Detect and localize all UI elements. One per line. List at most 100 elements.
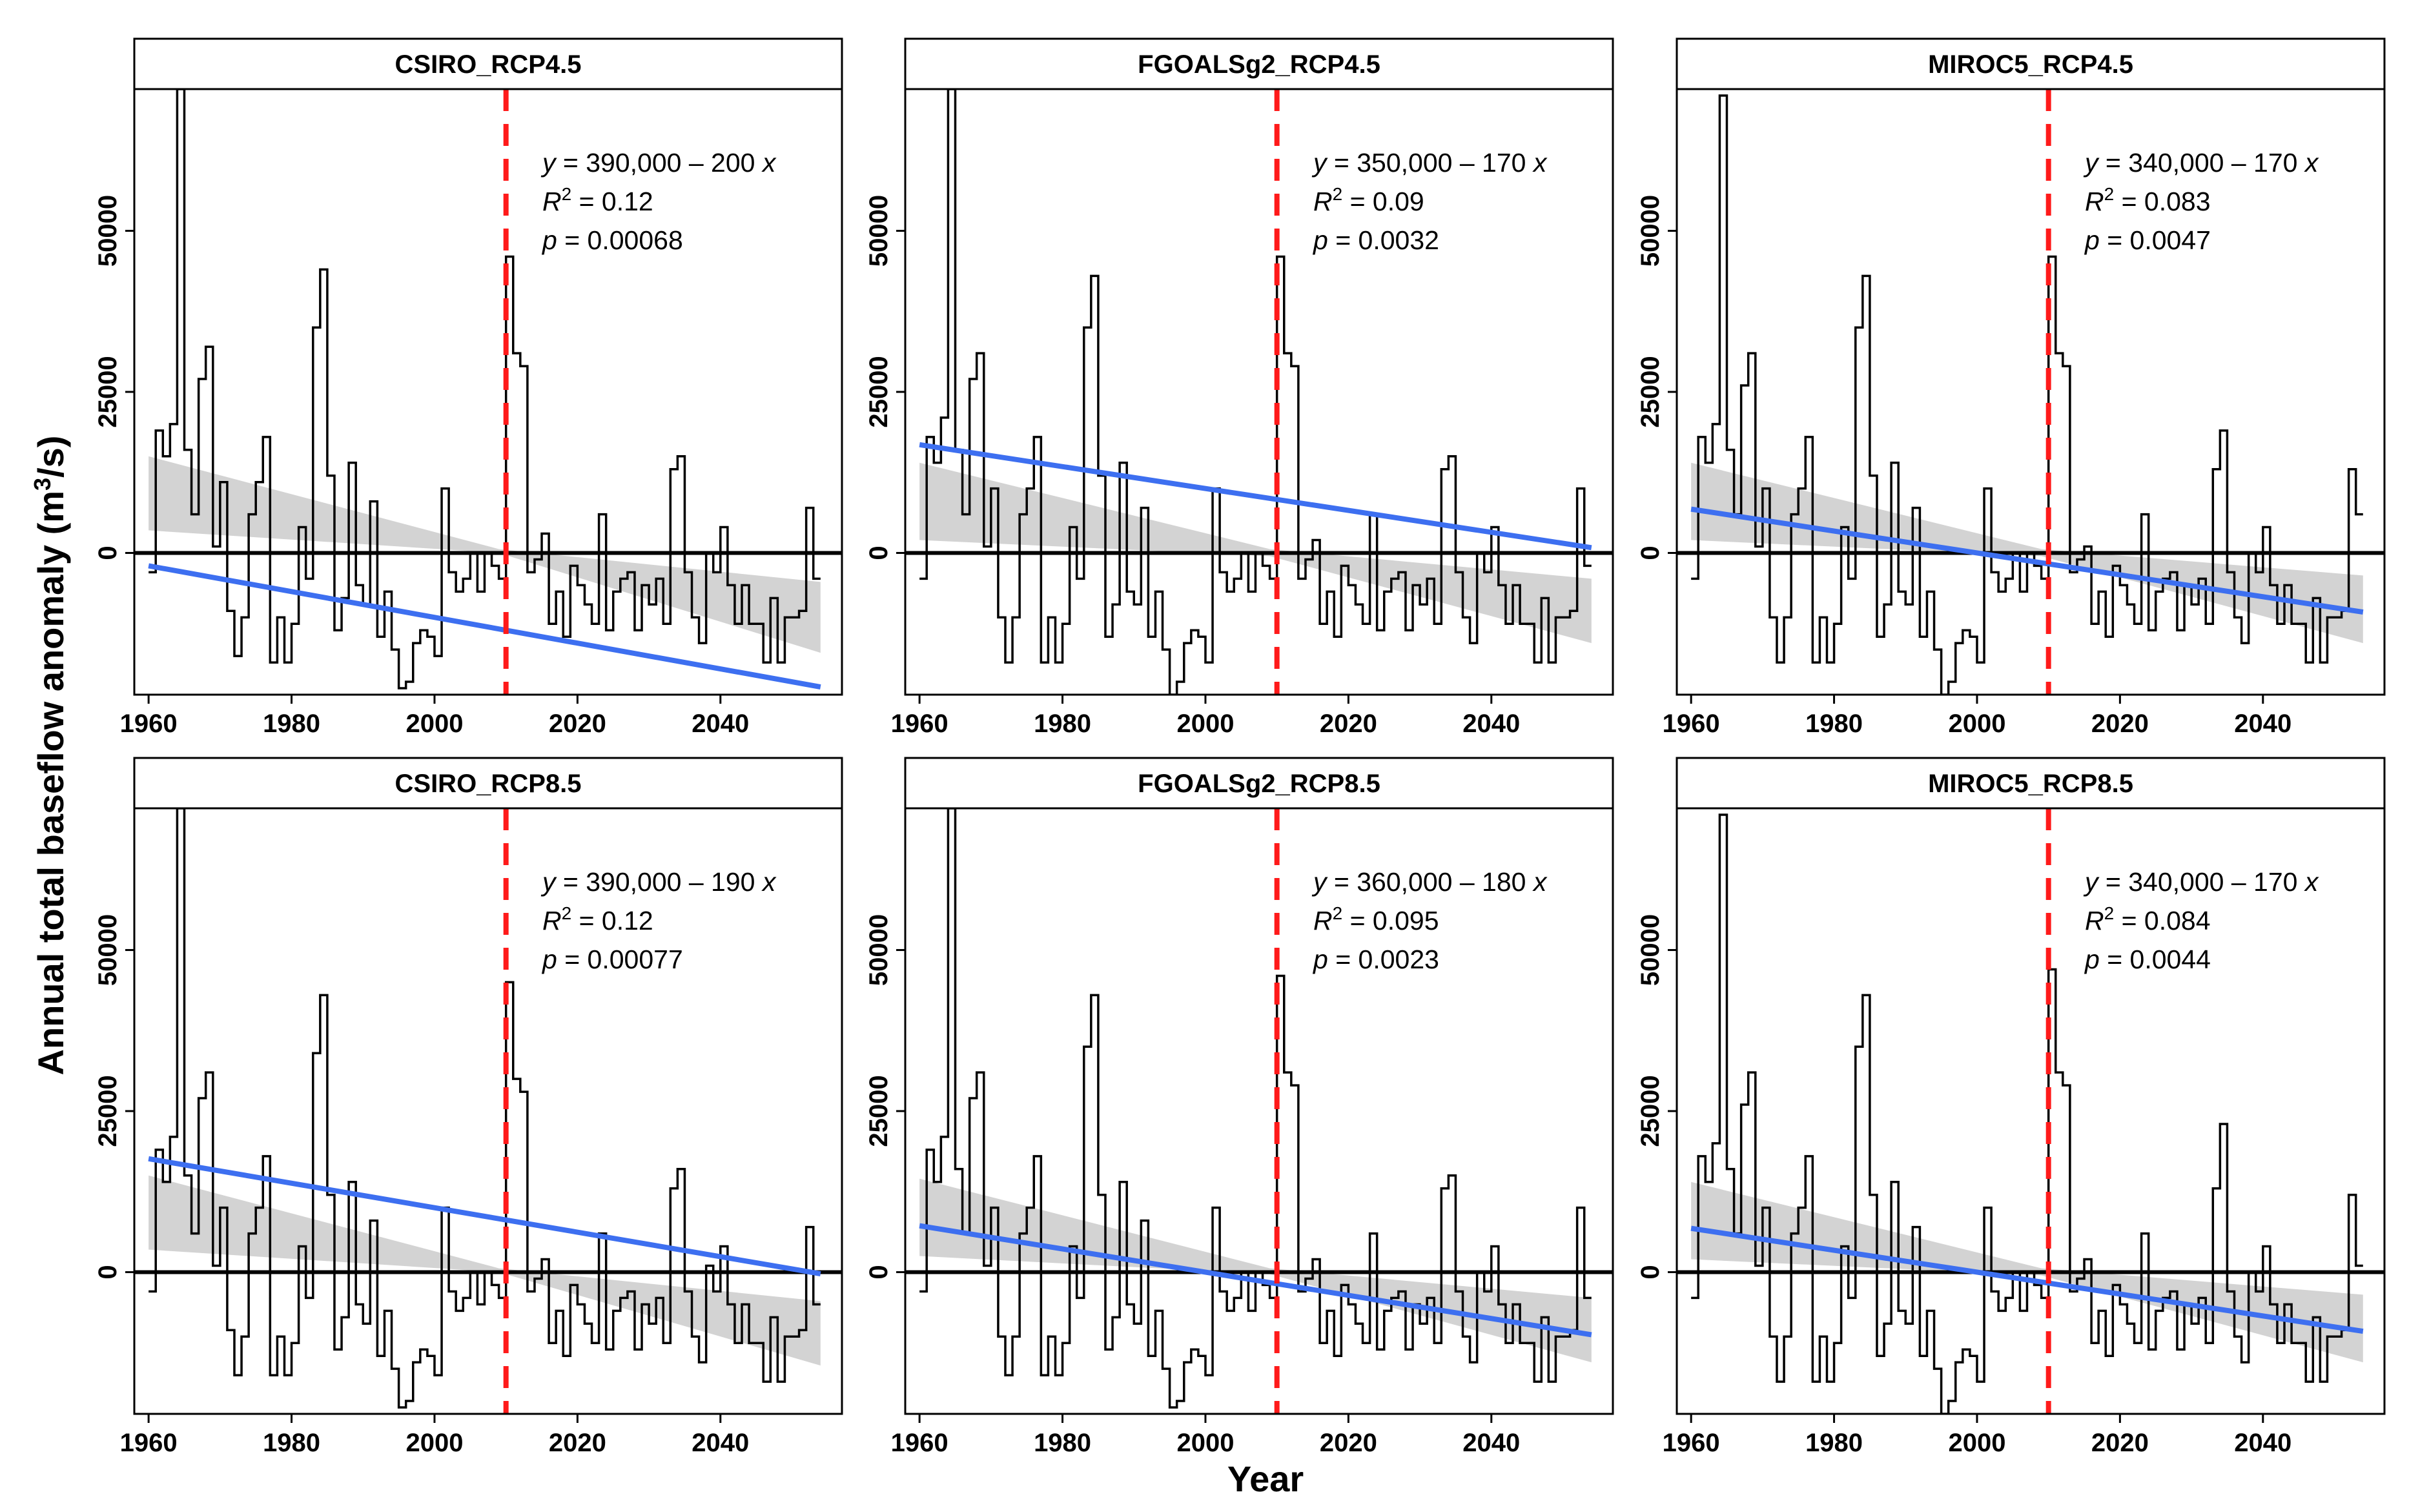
plot-area bbox=[1677, 808, 2384, 1414]
regression-equation: y = 340,000 – 170 x bbox=[2083, 867, 2319, 897]
r-squared: R2 = 0.12 bbox=[542, 903, 653, 935]
p-value-number: = 0.0023 bbox=[1328, 945, 1439, 974]
trend-line bbox=[148, 1156, 821, 1277]
r-squared-symbol: R bbox=[1313, 906, 1333, 935]
regression-equation: y = 340,000 – 170 x bbox=[2083, 148, 2319, 178]
p-value: p = 0.0044 bbox=[2084, 945, 2211, 974]
panel-title: MIROC5_RCP8.5 bbox=[1928, 770, 2133, 798]
confidence-band bbox=[149, 456, 821, 653]
r-squared-value: = 0.083 bbox=[2114, 187, 2210, 216]
p-value-number: = 0.00068 bbox=[557, 225, 683, 255]
panel-title: CSIRO_RCP4.5 bbox=[395, 50, 582, 79]
regression-equation: y = 390,000 – 190 x bbox=[540, 867, 777, 897]
regression-equation: y = 360,000 – 180 x bbox=[1311, 867, 1548, 897]
panel-title: CSIRO_RCP8.5 bbox=[395, 770, 582, 798]
x-tick-label: 1960 bbox=[120, 710, 178, 738]
equation-lhs: y bbox=[1311, 148, 1328, 178]
p-value-symbol: p bbox=[2084, 945, 2100, 974]
x-tick-label: 2000 bbox=[405, 1429, 463, 1457]
y-tick-label: 50000 bbox=[865, 914, 893, 986]
panel-strip bbox=[1676, 37, 2386, 90]
panel: MIROC5_RCP4.5 1960 1980 2000 2020 2040 0 25000 5… bbox=[1636, 37, 2386, 738]
x-tick-label: 2000 bbox=[405, 710, 463, 738]
panel-strip bbox=[133, 37, 843, 90]
x-tick-label: 1980 bbox=[1034, 710, 1091, 738]
r-squared-value: = 0.095 bbox=[1342, 906, 1439, 935]
p-value: p = 0.0032 bbox=[1312, 225, 1439, 255]
r-squared-superscript: 2 bbox=[1333, 184, 1343, 204]
equation-rhs: = 350,000 – 170 bbox=[1327, 148, 1533, 178]
x-tick-label: 2020 bbox=[1320, 1429, 1377, 1457]
x-tick-label: 1960 bbox=[891, 710, 948, 738]
baseflow-step-series bbox=[919, 808, 1592, 1409]
p-value-number: = 0.0032 bbox=[1328, 225, 1439, 255]
trend-line bbox=[919, 1223, 1592, 1338]
equation-var: x bbox=[761, 148, 777, 178]
x-tick-label: 2020 bbox=[1320, 710, 1377, 738]
r-squared-value: = 0.12 bbox=[571, 187, 653, 216]
p-value: p = 0.00077 bbox=[541, 945, 683, 974]
y-tick-label: 0 bbox=[1636, 546, 1665, 560]
x-axis-title: Year bbox=[1227, 1458, 1304, 1499]
regression-equation: y = 350,000 – 170 x bbox=[1311, 148, 1548, 178]
equation-var: x bbox=[761, 867, 777, 897]
x-tick-label: 1960 bbox=[891, 1429, 948, 1457]
panel-strip bbox=[904, 37, 1614, 90]
plot-area bbox=[905, 808, 1613, 1414]
equation-lhs: y bbox=[540, 148, 557, 178]
x-tick-label: 2000 bbox=[1176, 1429, 1234, 1457]
x-tick-label: 1980 bbox=[1034, 1429, 1091, 1457]
y-tick-label: 50000 bbox=[94, 195, 122, 267]
y-tick-label: 50000 bbox=[1636, 914, 1665, 986]
panel-title: FGOALSg2_RCP8.5 bbox=[1138, 770, 1380, 798]
y-tick-label: 0 bbox=[865, 546, 893, 560]
equation-var: x bbox=[1532, 867, 1548, 897]
x-tick-label: 1960 bbox=[1663, 1429, 1720, 1457]
r-squared-value: = 0.084 bbox=[2114, 906, 2210, 935]
panel: CSIRO_RCP4.5 1960 1980 2000 2020 2040 0 25000 50… bbox=[94, 37, 843, 738]
y-tick-label: 0 bbox=[94, 1265, 122, 1279]
y-tick-label: 50000 bbox=[94, 914, 122, 986]
r-squared: R2 = 0.084 bbox=[2085, 903, 2211, 935]
y-tick-label: 25000 bbox=[94, 1075, 122, 1147]
p-value-number: = 0.0044 bbox=[2100, 945, 2211, 974]
r-squared-symbol: R bbox=[2085, 187, 2104, 216]
r-squared-symbol: R bbox=[542, 187, 562, 216]
x-tick-label: 2040 bbox=[2234, 710, 2291, 738]
plot-area bbox=[134, 89, 842, 695]
equation-rhs: = 340,000 – 170 bbox=[2098, 867, 2305, 897]
y-tick-label: 25000 bbox=[1636, 356, 1665, 427]
p-value-symbol: p bbox=[541, 945, 557, 974]
r-squared-superscript: 2 bbox=[1333, 903, 1343, 923]
equation-var: x bbox=[2304, 867, 2319, 897]
p-value-number: = 0.00077 bbox=[557, 945, 683, 974]
panel: MIROC5_RCP8.5 1960 1980 2000 2020 2040 0 25000 5… bbox=[1636, 757, 2386, 1457]
p-value-symbol: p bbox=[2084, 225, 2100, 255]
p-value: p = 0.00068 bbox=[541, 225, 683, 255]
plot-area bbox=[1677, 89, 2384, 695]
trend-line bbox=[1690, 506, 2364, 615]
equation-lhs: y bbox=[540, 867, 557, 897]
y-tick-label: 0 bbox=[865, 1265, 893, 1279]
baseflow-step-series bbox=[149, 808, 821, 1409]
x-tick-label: 2000 bbox=[1948, 1429, 2005, 1457]
x-tick-label: 1960 bbox=[120, 1429, 178, 1457]
p-value-symbol: p bbox=[1312, 945, 1328, 974]
r-squared: R2 = 0.12 bbox=[542, 184, 653, 216]
y-tick-label: 0 bbox=[94, 546, 122, 560]
x-tick-label: 1960 bbox=[1663, 710, 1720, 738]
baseflow-step-series bbox=[1691, 94, 2363, 695]
equation-rhs: = 340,000 – 170 bbox=[2098, 148, 2305, 178]
plot-area bbox=[905, 89, 1613, 695]
p-value: p = 0.0047 bbox=[2084, 225, 2211, 255]
r-squared-superscript: 2 bbox=[2104, 903, 2115, 923]
r-squared-value: = 0.09 bbox=[1342, 187, 1424, 216]
p-value-symbol: p bbox=[541, 225, 557, 255]
r-squared-symbol: R bbox=[2085, 906, 2104, 935]
panel-strip bbox=[133, 757, 843, 810]
regression-equation: y = 390,000 – 200 x bbox=[540, 148, 777, 178]
y-tick-label: 25000 bbox=[94, 356, 122, 427]
